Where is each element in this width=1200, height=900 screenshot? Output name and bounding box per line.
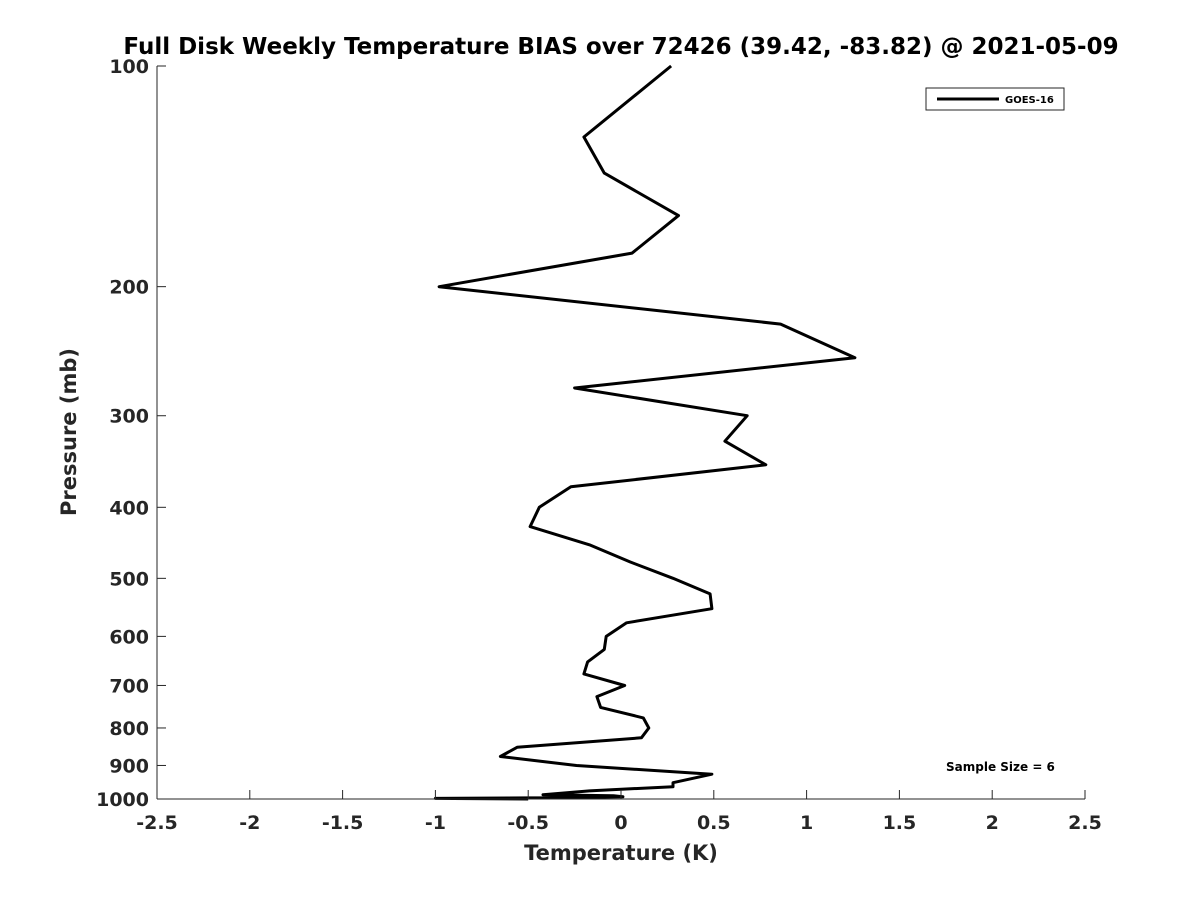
x-axis-label: Temperature (K)	[524, 841, 718, 865]
y-tick-label: 200	[109, 277, 149, 299]
x-tick-label: 2.5	[1068, 812, 1102, 834]
x-tick-label: 1	[800, 812, 813, 834]
y-tick-label: 1000	[96, 789, 149, 811]
x-tick-label: -1	[425, 812, 446, 834]
y-tick-label: 800	[109, 718, 149, 740]
y-tick-label: 600	[109, 626, 149, 648]
x-tick-label: 1.5	[883, 812, 917, 834]
y-tick-label: 100	[109, 56, 149, 78]
x-tick-label: -1.5	[322, 812, 364, 834]
x-tick-label: -2.5	[136, 812, 178, 834]
y-axis-label: Pressure (mb)	[57, 348, 81, 516]
y-tick-label: 400	[109, 497, 149, 519]
series-layer	[433, 64, 857, 801]
chart-title: Full Disk Weekly Temperature BIAS over 7…	[123, 34, 1118, 60]
y-tick-label: 300	[109, 406, 149, 428]
legend: GOES-16	[925, 87, 1065, 111]
legend-entry-goes-16: GOES-16	[1005, 95, 1054, 106]
x-tick-label: -0.5	[507, 812, 549, 834]
plot-area	[157, 66, 1085, 799]
x-tick-label: 0.5	[697, 812, 731, 834]
series-line-goes-16	[433, 64, 857, 801]
x-tick-label: -2	[239, 812, 260, 834]
x-tick-label: 0	[614, 812, 627, 834]
y-tick-label: 900	[109, 755, 149, 777]
y-tick-label: 700	[109, 675, 149, 697]
x-tick-label: 2	[986, 812, 999, 834]
y-tick-label: 500	[109, 568, 149, 590]
ticks-layer: -2.5 -2 -1.5 -1 -0.5 0 0.5 1 1.5 2 2.5 100 200 300 400…	[96, 56, 1102, 834]
sample-size-annotation: Sample Size = 6	[946, 760, 1055, 774]
